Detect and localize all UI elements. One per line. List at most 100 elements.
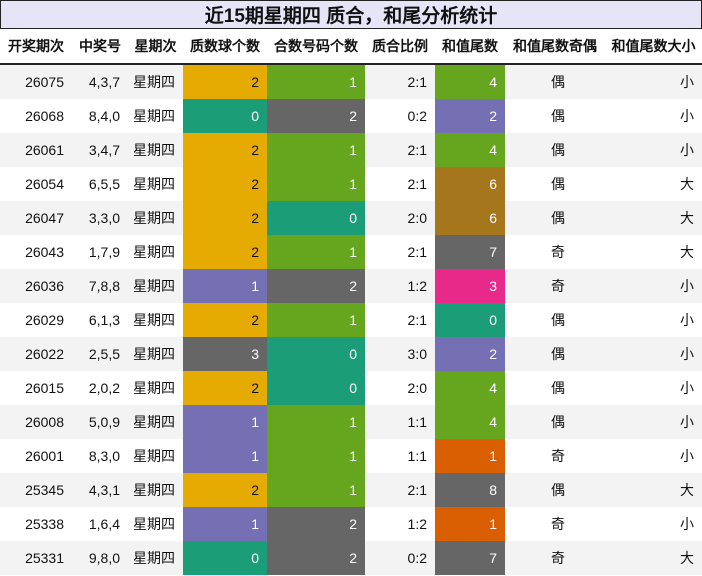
weekday-cell: 星期四 (128, 371, 183, 405)
numbers-cell: 6,5,5 (72, 167, 128, 201)
numbers-cell: 2,5,5 (72, 337, 128, 371)
col-header-sum-tail[interactable]: 和值尾数 (435, 29, 505, 65)
tail-parity-cell: 偶 (505, 167, 605, 201)
col-header-numbers[interactable]: 中奖号 (72, 29, 128, 65)
weekday-cell: 星期四 (128, 507, 183, 541)
composite-count-cell: 1 (267, 167, 365, 201)
prime-count-cell: 1 (183, 405, 267, 439)
table-title: 近15期星期四 质合，和尾分析统计 (0, 0, 702, 29)
weekday-cell: 星期四 (128, 303, 183, 337)
tail-size-cell: 小 (605, 99, 702, 133)
tail-parity-cell: 奇 (505, 439, 605, 473)
table-row: 25338 1,6,4 星期四 1 2 1:2 1 奇小 (0, 507, 702, 541)
issue-cell: 26075 (0, 64, 72, 99)
tail-parity-cell: 偶 (505, 473, 605, 507)
prime-count-cell: 1 (183, 269, 267, 303)
prime-count-cell: 2 (183, 64, 267, 99)
table-row: 26068 8,4,0 星期四 0 2 0:2 2 偶小 (0, 99, 702, 133)
numbers-cell: 3,3,0 (72, 201, 128, 235)
ratio-cell: 3:0 (365, 337, 435, 371)
numbers-cell: 8,4,0 (72, 99, 128, 133)
ratio-cell: 1:1 (365, 405, 435, 439)
issue-cell: 26047 (0, 201, 72, 235)
tail-size-cell: 小 (605, 303, 702, 337)
prime-count-cell: 0 (183, 541, 267, 575)
sum-tail-cell: 0 (435, 303, 505, 337)
col-header-weekday[interactable]: 星期次 (128, 29, 183, 65)
table-body: 26075 4,3,7 星期四 2 1 2:1 4 偶小 26068 8,4,0 星期四 0 2 0:2 2… (0, 64, 702, 575)
weekday-cell: 星期四 (128, 337, 183, 371)
issue-cell: 26068 (0, 99, 72, 133)
ratio-cell: 2:1 (365, 133, 435, 167)
issue-cell: 26022 (0, 337, 72, 371)
tail-parity-cell: 偶 (505, 405, 605, 439)
sum-tail-cell: 2 (435, 99, 505, 133)
tail-size-cell: 大 (605, 473, 702, 507)
prime-count-cell: 1 (183, 439, 267, 473)
sum-tail-cell: 4 (435, 64, 505, 99)
ratio-cell: 1:1 (365, 439, 435, 473)
issue-cell: 25345 (0, 473, 72, 507)
weekday-cell: 星期四 (128, 541, 183, 575)
numbers-cell: 4,3,1 (72, 473, 128, 507)
stats-table: 开奖期次 中奖号 星期次 质数球个数 合数号码个数 质合比例 和值尾数 和值尾数… (0, 29, 702, 575)
tail-size-cell: 小 (605, 371, 702, 405)
composite-count-cell: 1 (267, 133, 365, 167)
numbers-cell: 6,1,3 (72, 303, 128, 337)
col-header-tail-parity[interactable]: 和值尾数奇偶 (505, 29, 605, 65)
composite-count-cell: 1 (267, 473, 365, 507)
tail-size-cell: 小 (605, 439, 702, 473)
composite-count-cell: 2 (267, 269, 365, 303)
prime-count-cell: 2 (183, 303, 267, 337)
col-header-composite-count[interactable]: 合数号码个数 (267, 29, 365, 65)
tail-parity-cell: 偶 (505, 337, 605, 371)
sum-tail-cell: 8 (435, 473, 505, 507)
composite-count-cell: 1 (267, 235, 365, 269)
tail-size-cell: 小 (605, 133, 702, 167)
sum-tail-cell: 4 (435, 371, 505, 405)
prime-count-cell: 2 (183, 235, 267, 269)
issue-cell: 25331 (0, 541, 72, 575)
numbers-cell: 2,0,2 (72, 371, 128, 405)
numbers-cell: 5,0,9 (72, 405, 128, 439)
sum-tail-cell: 6 (435, 201, 505, 235)
ratio-cell: 0:2 (365, 99, 435, 133)
numbers-cell: 8,3,0 (72, 439, 128, 473)
col-header-issue[interactable]: 开奖期次 (0, 29, 72, 65)
table-row: 26036 7,8,8 星期四 1 2 1:2 3 奇小 (0, 269, 702, 303)
tail-parity-cell: 偶 (505, 201, 605, 235)
numbers-cell: 7,8,8 (72, 269, 128, 303)
numbers-cell: 4,3,7 (72, 64, 128, 99)
issue-cell: 26001 (0, 439, 72, 473)
sum-tail-cell: 7 (435, 541, 505, 575)
tail-size-cell: 小 (605, 337, 702, 371)
tail-parity-cell: 奇 (505, 235, 605, 269)
col-header-ratio[interactable]: 质合比例 (365, 29, 435, 65)
tail-parity-cell: 奇 (505, 541, 605, 575)
table-row: 26029 6,1,3 星期四 2 1 2:1 0 偶小 (0, 303, 702, 337)
weekday-cell: 星期四 (128, 473, 183, 507)
ratio-cell: 1:2 (365, 507, 435, 541)
weekday-cell: 星期四 (128, 405, 183, 439)
weekday-cell: 星期四 (128, 133, 183, 167)
ratio-cell: 2:0 (365, 201, 435, 235)
composite-count-cell: 1 (267, 439, 365, 473)
col-header-prime-count[interactable]: 质数球个数 (183, 29, 267, 65)
composite-count-cell: 0 (267, 201, 365, 235)
prime-count-cell: 3 (183, 337, 267, 371)
table-row: 26022 2,5,5 星期四 3 0 3:0 2 偶小 (0, 337, 702, 371)
table-row: 26001 8,3,0 星期四 1 1 1:1 1 奇小 (0, 439, 702, 473)
col-header-tail-size[interactable]: 和值尾数大小 (605, 29, 702, 65)
composite-count-cell: 2 (267, 99, 365, 133)
composite-count-cell: 2 (267, 507, 365, 541)
issue-cell: 26061 (0, 133, 72, 167)
sum-tail-cell: 2 (435, 337, 505, 371)
sum-tail-cell: 3 (435, 269, 505, 303)
tail-size-cell: 大 (605, 167, 702, 201)
sum-tail-cell: 4 (435, 405, 505, 439)
sum-tail-cell: 7 (435, 235, 505, 269)
table-row: 25331 9,8,0 星期四 0 2 0:2 7 奇大 (0, 541, 702, 575)
ratio-cell: 2:1 (365, 235, 435, 269)
table-row: 26054 6,5,5 星期四 2 1 2:1 6 偶大 (0, 167, 702, 201)
composite-count-cell: 1 (267, 405, 365, 439)
